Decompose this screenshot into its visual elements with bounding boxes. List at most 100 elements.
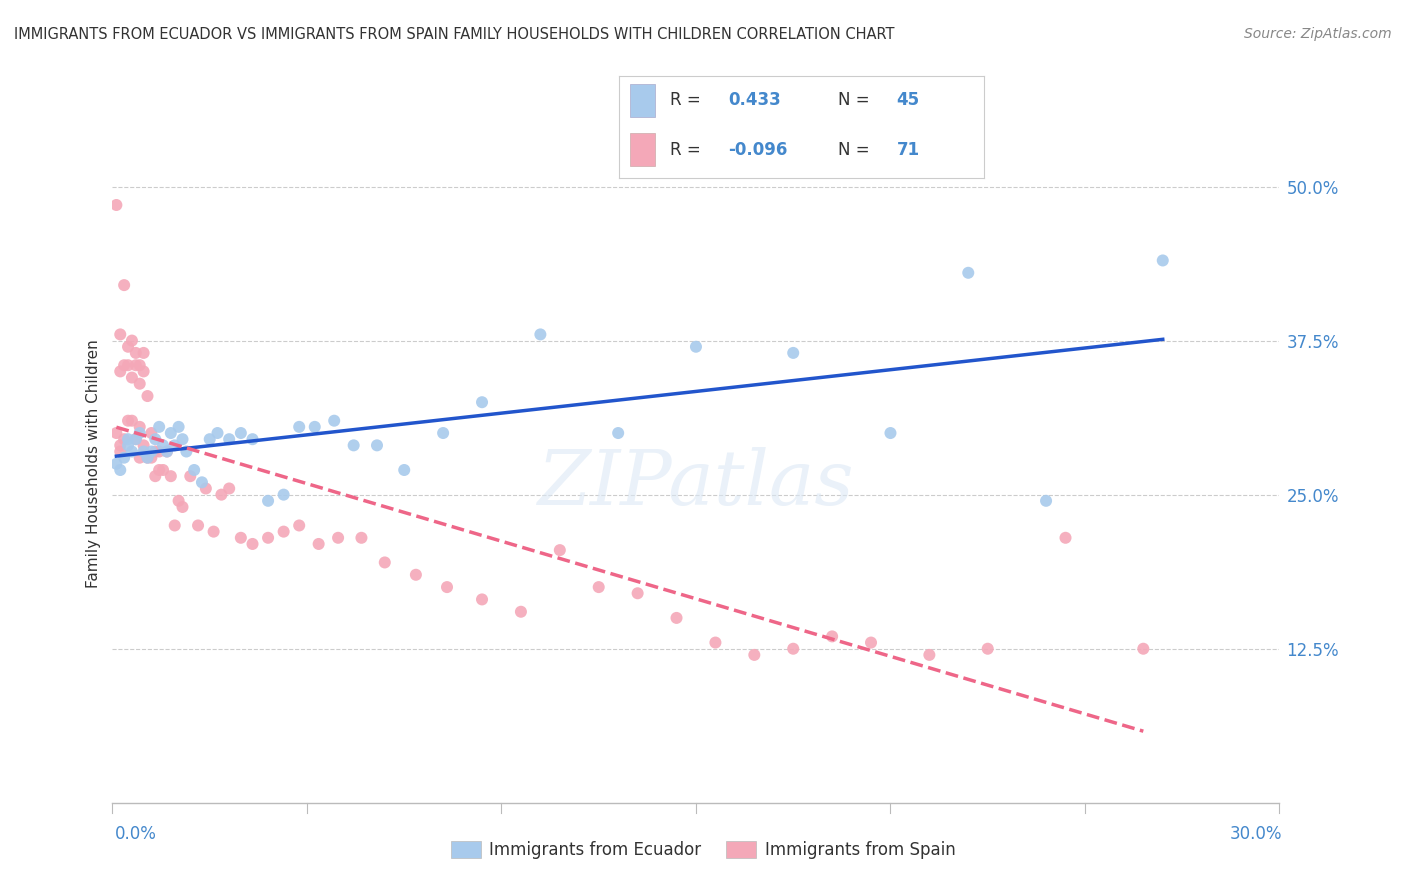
Text: 71: 71 bbox=[897, 141, 920, 159]
Point bbox=[105, 457, 128, 471]
Point bbox=[152, 438, 174, 452]
Point bbox=[117, 358, 139, 372]
Point bbox=[242, 432, 264, 446]
Point bbox=[742, 648, 765, 662]
Point bbox=[229, 425, 252, 440]
Point bbox=[121, 334, 143, 348]
Point bbox=[257, 493, 280, 508]
Point bbox=[128, 425, 150, 440]
Point bbox=[160, 469, 183, 483]
Point bbox=[128, 358, 150, 372]
Y-axis label: Family Households with Children: Family Households with Children bbox=[86, 340, 101, 588]
Point bbox=[436, 580, 458, 594]
Point bbox=[176, 444, 198, 458]
Point bbox=[172, 432, 194, 446]
Point bbox=[288, 420, 311, 434]
Text: Source: ZipAtlas.com: Source: ZipAtlas.com bbox=[1244, 27, 1392, 41]
Point bbox=[273, 488, 295, 502]
Text: 0.0%: 0.0% bbox=[115, 825, 157, 843]
Point bbox=[110, 444, 132, 458]
Text: -0.096: -0.096 bbox=[728, 141, 787, 159]
Point bbox=[148, 463, 170, 477]
Point bbox=[529, 327, 551, 342]
Point bbox=[202, 524, 225, 539]
Text: 30.0%: 30.0% bbox=[1230, 825, 1282, 843]
Point bbox=[136, 389, 159, 403]
Point bbox=[229, 531, 252, 545]
Point bbox=[110, 438, 132, 452]
Point bbox=[105, 198, 128, 212]
Text: R =: R = bbox=[669, 141, 706, 159]
Point bbox=[343, 438, 366, 452]
Point bbox=[288, 518, 311, 533]
Point bbox=[112, 450, 135, 465]
Point bbox=[392, 463, 416, 477]
Point bbox=[1035, 493, 1057, 508]
Point bbox=[704, 635, 727, 649]
Point bbox=[627, 586, 650, 600]
Point bbox=[350, 531, 373, 545]
Point bbox=[141, 425, 163, 440]
Point bbox=[141, 450, 163, 465]
Point bbox=[143, 432, 166, 446]
Point bbox=[366, 438, 388, 452]
Text: 45: 45 bbox=[897, 92, 920, 110]
Point bbox=[167, 493, 190, 508]
Point bbox=[405, 567, 427, 582]
Point bbox=[125, 358, 148, 372]
Point bbox=[112, 432, 135, 446]
Point bbox=[432, 425, 454, 440]
Point bbox=[548, 543, 571, 558]
Point bbox=[198, 432, 221, 446]
Point bbox=[128, 420, 150, 434]
Point bbox=[112, 358, 135, 372]
Point bbox=[509, 605, 531, 619]
Point bbox=[179, 469, 201, 483]
Text: N =: N = bbox=[838, 92, 875, 110]
Text: R =: R = bbox=[669, 92, 706, 110]
Point bbox=[136, 450, 159, 465]
Text: 0.433: 0.433 bbox=[728, 92, 782, 110]
Point bbox=[209, 488, 232, 502]
Point bbox=[471, 592, 494, 607]
Point bbox=[194, 482, 217, 496]
Point bbox=[143, 469, 166, 483]
Point bbox=[125, 432, 148, 446]
Point bbox=[121, 414, 143, 428]
Point bbox=[782, 346, 804, 360]
Legend: Immigrants from Ecuador, Immigrants from Spain: Immigrants from Ecuador, Immigrants from… bbox=[444, 834, 962, 866]
Point bbox=[782, 641, 804, 656]
Point bbox=[128, 450, 150, 465]
Point bbox=[132, 346, 155, 360]
Point bbox=[859, 635, 883, 649]
Point bbox=[374, 556, 396, 570]
Bar bbox=[630, 133, 655, 166]
Point bbox=[191, 475, 214, 490]
Point bbox=[685, 340, 707, 354]
Point bbox=[148, 444, 170, 458]
Bar bbox=[630, 84, 655, 117]
Point bbox=[117, 438, 139, 452]
Point bbox=[156, 444, 179, 458]
Point bbox=[136, 450, 159, 465]
Point bbox=[125, 346, 148, 360]
Point bbox=[187, 518, 209, 533]
Point bbox=[607, 425, 630, 440]
Point bbox=[152, 463, 174, 477]
Point bbox=[156, 444, 179, 458]
Point bbox=[163, 438, 186, 452]
Point bbox=[117, 432, 139, 446]
Point bbox=[167, 420, 190, 434]
Point bbox=[326, 531, 349, 545]
Point bbox=[132, 438, 155, 452]
Point bbox=[112, 278, 135, 293]
Point bbox=[588, 580, 610, 594]
Point bbox=[141, 444, 163, 458]
Point bbox=[143, 444, 166, 458]
Text: ZIPatlas: ZIPatlas bbox=[537, 447, 855, 521]
Point bbox=[110, 463, 132, 477]
Point bbox=[308, 537, 330, 551]
Point bbox=[957, 266, 980, 280]
Point bbox=[163, 518, 186, 533]
Point bbox=[183, 463, 205, 477]
